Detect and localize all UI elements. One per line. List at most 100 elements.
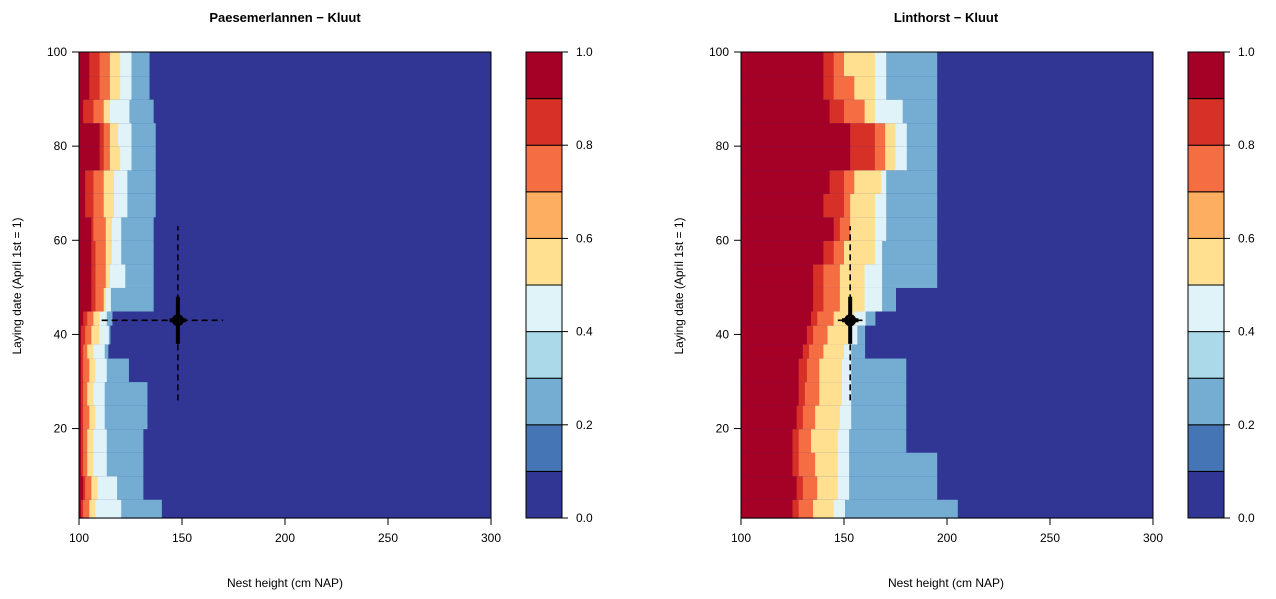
heat-cell xyxy=(79,146,101,171)
heat-cell xyxy=(837,428,849,453)
heat-cell xyxy=(833,499,845,519)
heat-cell xyxy=(89,52,101,77)
colorbar: 0.0 0.2 0.4 0.6 0.8 1.0 xyxy=(1187,45,1255,525)
heat-cell xyxy=(880,240,883,265)
heat-cell xyxy=(823,52,835,77)
heat-cell xyxy=(884,216,887,241)
colorbar-tick-label: 0.4 xyxy=(576,325,593,339)
heat-cell xyxy=(81,428,84,453)
heat-cell xyxy=(880,263,883,288)
colorbar-tick-label: 0.6 xyxy=(576,231,593,245)
heat-cell xyxy=(91,287,96,312)
heat-cell xyxy=(79,381,491,406)
heat-cell xyxy=(81,499,84,519)
heat-cell xyxy=(895,122,907,147)
heat-cell xyxy=(839,405,851,430)
colorbar-swatch xyxy=(1187,424,1225,472)
y-tick-label: 80 xyxy=(716,139,730,153)
x-tick-label: 200 xyxy=(937,531,957,545)
heat-cell xyxy=(741,357,800,383)
heat-cell xyxy=(804,381,820,406)
heat-cell xyxy=(102,343,105,359)
heat-cell xyxy=(880,287,883,312)
y-tick-label: 60 xyxy=(716,233,730,247)
heat-cell xyxy=(107,325,111,345)
heat-cell xyxy=(796,405,804,430)
heat-cell xyxy=(83,428,88,453)
heat-cell xyxy=(128,99,154,124)
heat-cell xyxy=(83,310,88,326)
heat-cell xyxy=(874,193,886,218)
panel-linthorst: Linthorst − Kluut 100 150 200 250 300 20 40 60… xyxy=(672,10,1255,590)
heat-cell xyxy=(819,357,843,383)
heat-cell xyxy=(85,193,94,218)
heat-cell xyxy=(103,193,115,218)
heat-cell xyxy=(798,428,812,453)
heat-cell xyxy=(79,240,92,265)
heat-cell xyxy=(127,99,130,124)
heat-cell xyxy=(103,99,111,124)
y-tick-label: 100 xyxy=(47,45,67,59)
heat-cell xyxy=(79,343,82,359)
heat-cell xyxy=(102,405,105,430)
heat-cell xyxy=(850,343,866,359)
heat-cell xyxy=(104,310,107,326)
heat-cell xyxy=(849,405,852,430)
heat-cell xyxy=(79,216,92,241)
colorbar-swatch xyxy=(1187,51,1225,100)
heat-cell xyxy=(844,52,876,77)
heat-cell xyxy=(848,475,938,500)
heat-cell xyxy=(125,169,128,194)
heat-cell xyxy=(99,75,111,100)
heat-cell xyxy=(823,263,841,288)
heat-cell xyxy=(885,216,938,241)
colorbar-swatch xyxy=(525,331,563,379)
colorbar-tick-label: 1.0 xyxy=(576,45,593,59)
y-tick-label: 100 xyxy=(709,45,729,59)
heat-cell xyxy=(104,428,107,453)
heat-cell xyxy=(741,287,814,312)
heat-cell xyxy=(839,216,851,241)
heat-cell xyxy=(848,325,857,345)
heat-cell xyxy=(741,325,808,345)
heat-cell xyxy=(105,263,111,288)
colorbar-swatch xyxy=(1187,470,1225,519)
heat-cell xyxy=(811,428,839,453)
x-tick-label: 150 xyxy=(834,531,854,545)
chart-title: Paesemerlannen − Kluut xyxy=(209,10,361,25)
heat-cell xyxy=(81,325,86,345)
heat-cell xyxy=(741,52,824,77)
heat-cell xyxy=(823,343,845,359)
heat-cell xyxy=(79,287,92,312)
heat-cell xyxy=(850,216,876,241)
heat-cell xyxy=(89,75,101,100)
heat-cell xyxy=(741,428,793,453)
heat-cell xyxy=(130,52,150,77)
heat-cell xyxy=(79,169,86,194)
heat-cell xyxy=(741,240,824,265)
heat-cell xyxy=(885,75,938,100)
heat-cell xyxy=(813,287,824,312)
heat-cell xyxy=(109,146,121,171)
heat-cell xyxy=(848,452,938,477)
heat-cell xyxy=(105,452,144,477)
heat-cell xyxy=(864,310,876,326)
heat-cell xyxy=(792,452,800,477)
heat-cell xyxy=(904,146,907,171)
heat-cell xyxy=(118,122,131,147)
heat-cell xyxy=(881,263,938,288)
y-axis-label: Laying date (April 1st = 1) xyxy=(672,217,686,354)
heat-cell xyxy=(89,405,96,430)
heat-cell xyxy=(741,405,798,430)
y-axis: 20 40 60 80 100 xyxy=(47,45,79,436)
heat-cell xyxy=(87,343,94,359)
heat-cell xyxy=(844,169,855,194)
heat-cell xyxy=(881,240,938,265)
heat-cell xyxy=(864,263,882,288)
heat-cell xyxy=(79,405,82,430)
heat-cell xyxy=(87,428,94,453)
heat-cell xyxy=(95,405,105,430)
heat-cell xyxy=(95,287,105,312)
heat-cell xyxy=(79,357,82,383)
heat-cell xyxy=(874,122,886,147)
